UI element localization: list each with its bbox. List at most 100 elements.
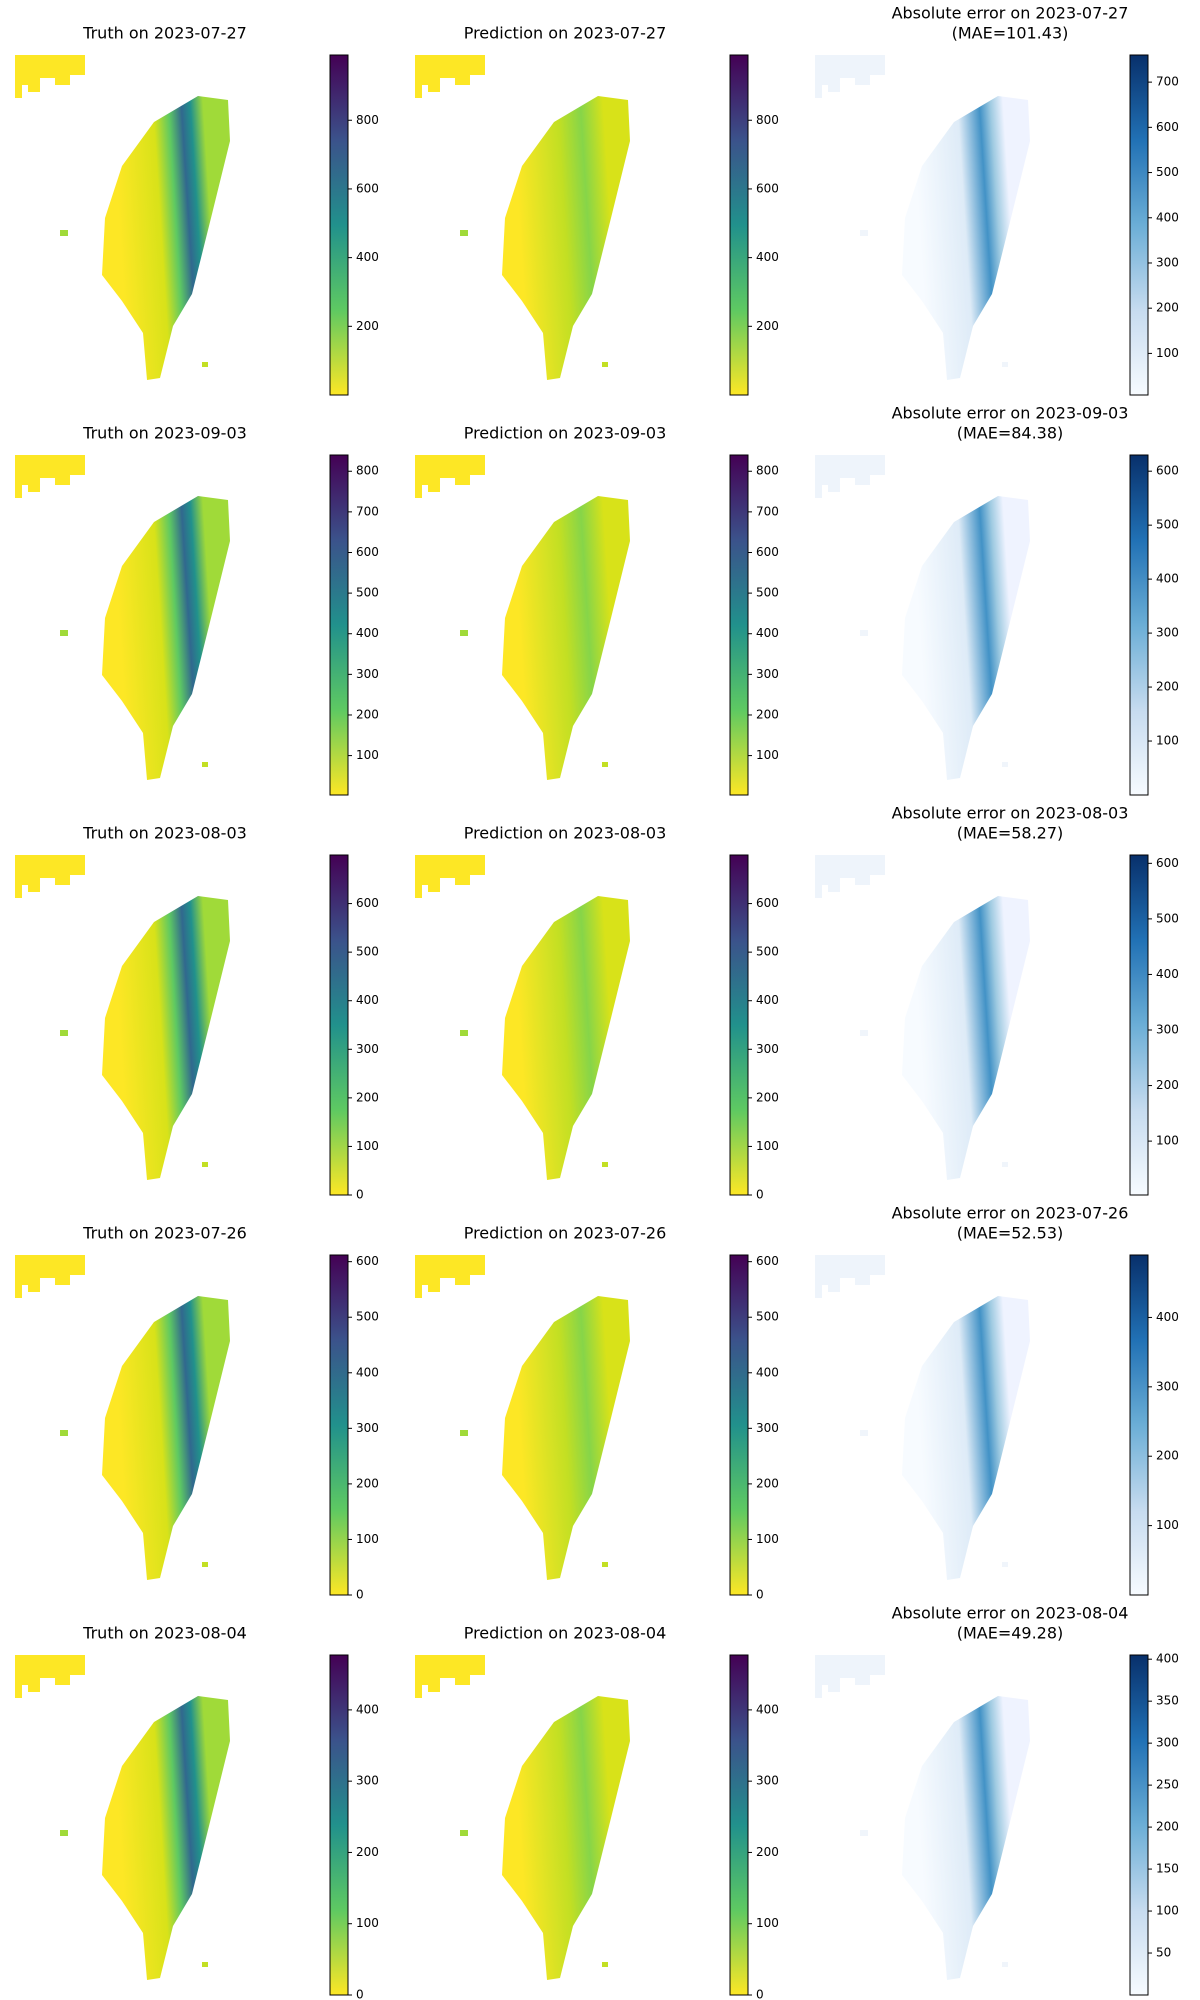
- colorbar-tick-label: 600: [1156, 120, 1179, 134]
- colorbar: [1129, 854, 1149, 1196]
- colorbar-tick-label: 0: [356, 1188, 364, 1202]
- colorbar-tick-label: 500: [1156, 911, 1179, 925]
- colorbar-tick-label: 400: [1156, 210, 1179, 224]
- colorbar-tick-label: 100: [1156, 1518, 1179, 1532]
- colorbar-tick-label: 200: [756, 1090, 779, 1104]
- colorbar-tick-label: 400: [356, 1365, 379, 1379]
- colorbar-tick-label: 800: [756, 464, 779, 478]
- islet: [60, 1430, 68, 1436]
- panel: Truth on 2023-08-03 0 100 200 300 400 500 600: [15, 824, 379, 1202]
- colorbar-tick-label: 250: [1156, 1778, 1179, 1792]
- colorbar-tick-label: 300: [756, 1774, 779, 1788]
- panel-title: Absolute error on 2023-07-27: [892, 4, 1129, 23]
- panel-title: Absolute error on 2023-09-03: [892, 404, 1129, 423]
- map-area: [102, 96, 230, 380]
- colorbar-tick-label: 200: [756, 1476, 779, 1490]
- islet: [815, 1255, 885, 1298]
- colorbar-tick-label: 600: [1156, 464, 1179, 478]
- map-area: [902, 96, 1030, 380]
- panel: Prediction on 2023-09-03 100 200 300 400 500 6…: [415, 424, 779, 796]
- islet: [460, 1430, 468, 1436]
- panel-subtitle: (MAE=101.43): [952, 24, 1069, 43]
- colorbar: [329, 1654, 349, 1996]
- colorbar-tick-label: 600: [756, 181, 779, 195]
- colorbar: [1129, 1654, 1149, 1996]
- colorbar-tick-label: 500: [356, 586, 379, 600]
- colorbar-tick-label: 300: [756, 1421, 779, 1435]
- map-area: [102, 1696, 230, 1980]
- colorbar: [729, 54, 749, 396]
- panel: Absolute error on 2023-08-04(MAE=49.28) 5…: [815, 1604, 1179, 1996]
- colorbar-tick-label: 300: [756, 1042, 779, 1056]
- colorbar-tick-label: 200: [1156, 301, 1179, 315]
- islet: [860, 630, 868, 636]
- colorbar-tick-label: 400: [756, 993, 779, 1007]
- colorbar-tick-label: 400: [1156, 1652, 1179, 1666]
- map-area: [102, 1296, 230, 1580]
- colorbar-tick-label: 100: [356, 1139, 379, 1153]
- colorbar: [329, 454, 349, 796]
- islet: [15, 55, 85, 98]
- colorbar-tick-label: 350: [1156, 1694, 1179, 1708]
- map-area: [502, 496, 630, 780]
- panel-title: Absolute error on 2023-08-04: [892, 1604, 1129, 1623]
- colorbar: [329, 854, 349, 1196]
- islet: [202, 1562, 208, 1567]
- map-area: [502, 1296, 630, 1580]
- colorbar-tick-label: 0: [756, 1988, 764, 2000]
- colorbar-tick-label: 400: [1156, 967, 1179, 981]
- islet: [815, 55, 885, 98]
- panel-subtitle: (MAE=49.28): [957, 1624, 1064, 1643]
- colorbar-tick-label: 200: [1156, 1820, 1179, 1834]
- panel: Prediction on 2023-08-03 0 100 200 300 400 500…: [415, 824, 779, 1202]
- colorbar-tick-label: 0: [356, 1588, 364, 1602]
- panel: Truth on 2023-08-04 0 100 200 300 400: [15, 1624, 379, 2000]
- islet: [415, 855, 485, 898]
- islet: [1002, 1962, 1008, 1967]
- colorbar-tick-label: 600: [356, 181, 379, 195]
- islet: [1002, 1162, 1008, 1167]
- colorbar: [729, 1654, 749, 1996]
- colorbar-tick-label: 500: [356, 945, 379, 959]
- colorbar: [1129, 454, 1149, 796]
- islet: [602, 762, 608, 767]
- colorbar-tick-label: 800: [756, 113, 779, 127]
- colorbar-tick-label: 800: [356, 113, 379, 127]
- islet: [602, 1962, 608, 1967]
- islet: [202, 1162, 208, 1167]
- islet: [460, 1030, 468, 1036]
- panel-title: Prediction on 2023-07-26: [464, 1224, 667, 1243]
- map-area: [502, 96, 630, 380]
- map-area: [902, 1696, 1030, 1980]
- colorbar: [1129, 54, 1149, 396]
- panel: Truth on 2023-07-27 200 400 600 800: [15, 24, 379, 396]
- colorbar-tick-label: 200: [356, 707, 379, 721]
- colorbar-tick-label: 400: [756, 1702, 779, 1716]
- colorbar-tick-label: 400: [756, 250, 779, 264]
- colorbar-tick-label: 100: [1156, 1134, 1179, 1148]
- islet: [1002, 1562, 1008, 1567]
- colorbar-tick-label: 100: [1156, 734, 1179, 748]
- islet: [602, 1562, 608, 1567]
- colorbar-tick-label: 300: [1156, 255, 1179, 269]
- islet: [15, 855, 85, 898]
- panel: Prediction on 2023-07-27 200 400 600 800: [415, 24, 779, 396]
- colorbar-tick-label: 200: [356, 1476, 379, 1490]
- panel-title: Prediction on 2023-08-03: [464, 824, 667, 843]
- islet: [60, 630, 68, 636]
- panel: Absolute error on 2023-08-03(MAE=58.27) 1…: [815, 804, 1179, 1196]
- colorbar-tick-label: 200: [756, 1845, 779, 1859]
- colorbar-tick-label: 400: [756, 1365, 779, 1379]
- panel-title: Prediction on 2023-09-03: [464, 424, 667, 443]
- islet: [15, 1655, 85, 1698]
- islet: [15, 455, 85, 498]
- islet: [60, 1030, 68, 1036]
- colorbar-tick-label: 400: [356, 626, 379, 640]
- colorbar-tick-label: 100: [756, 1916, 779, 1930]
- panel-title: Absolute error on 2023-07-26: [892, 1204, 1129, 1223]
- islet: [460, 1830, 468, 1836]
- colorbar-tick-label: 500: [1156, 518, 1179, 532]
- panel-title: Prediction on 2023-08-04: [464, 1624, 667, 1643]
- map-area: [502, 1696, 630, 1980]
